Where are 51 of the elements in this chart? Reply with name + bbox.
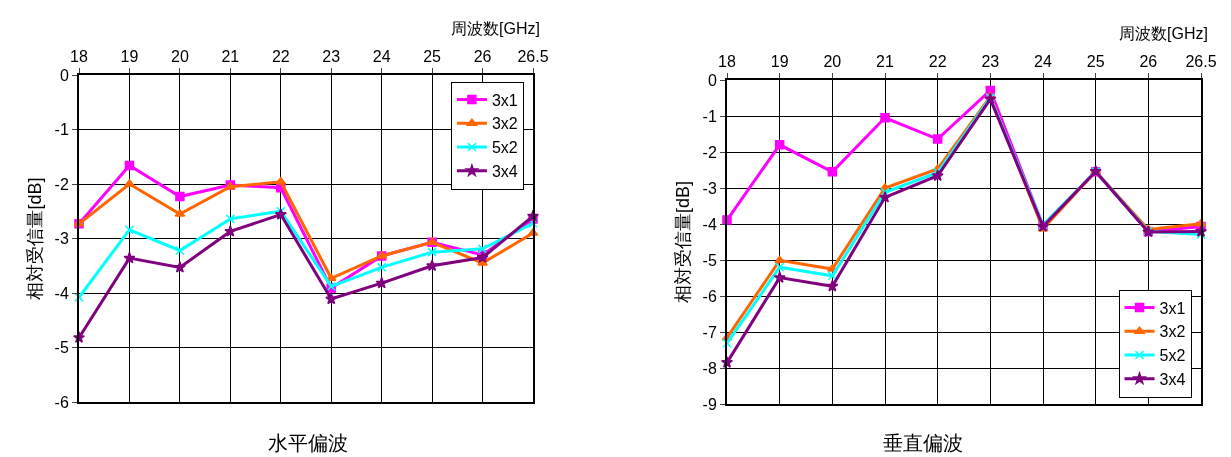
text: 水平偏波 <box>267 432 348 455</box>
y-tick-label: -9 <box>702 395 717 413</box>
text: 垂直偏波 <box>882 432 963 455</box>
legend-label: 5x2 <box>491 139 518 157</box>
y-tick-label: -6 <box>54 393 69 411</box>
y-tick-label: -3 <box>54 230 69 248</box>
y-tick-label: -2 <box>54 175 69 193</box>
x-tick-label: 20 <box>170 47 189 65</box>
x-tick-label: 23 <box>322 47 341 65</box>
x-tick-label: 26.5 <box>1185 52 1217 70</box>
x-tick-label: 18 <box>70 47 88 65</box>
y-tick-label: -1 <box>54 121 69 139</box>
x-tick-label: 19 <box>120 47 139 65</box>
y-tick-label: -2 <box>702 143 717 161</box>
legend-label: 3x1 <box>1159 299 1186 317</box>
y-tick-label: -4 <box>54 284 69 302</box>
y-axis-title: 相対受信量[dB] <box>673 180 694 304</box>
x-axis-title: 周波数[GHz] <box>1119 25 1208 42</box>
x-tick-label: 26.5 <box>517 47 549 65</box>
y-tick-label: -1 <box>702 107 717 125</box>
y-tick-label: -3 <box>702 179 717 197</box>
legend-label: 3x4 <box>491 163 518 181</box>
x-tick-label: 24 <box>1034 52 1052 70</box>
y-axis-title: 相対受信量[dB] <box>25 177 46 300</box>
y-tick-label: -5 <box>702 251 717 269</box>
y-tick-label: -4 <box>702 215 717 233</box>
x-tick-label: 20 <box>823 52 842 70</box>
x-axis-title: 周波数[GHz] <box>451 20 540 37</box>
x-tick-label: 21 <box>876 52 894 70</box>
legend-label: 3x1 <box>491 91 518 109</box>
x-tick-label: 22 <box>928 52 947 70</box>
x-tick-label: 26 <box>1139 52 1158 70</box>
legend-label: 3x4 <box>1159 371 1186 389</box>
x-tick-label: 24 <box>372 47 391 65</box>
x-tick-label: 19 <box>770 52 789 70</box>
x-tick-label: 22 <box>271 47 290 65</box>
y-tick-label: -6 <box>702 287 717 305</box>
legend-label: 3x2 <box>491 115 518 133</box>
x-tick-label: 18 <box>718 52 736 70</box>
y-tick-label: 0 <box>59 66 69 84</box>
x-tick-label: 25 <box>423 47 442 65</box>
y-tick-label: -8 <box>702 359 717 377</box>
x-tick-label: 21 <box>221 47 240 65</box>
y-tick-label: -5 <box>54 339 69 357</box>
y-tick-label: -7 <box>702 323 717 341</box>
legend-label: 3x2 <box>1159 323 1186 341</box>
legend-label: 5x2 <box>1159 347 1186 365</box>
x-tick-label: 23 <box>981 52 1000 70</box>
x-tick-label: 25 <box>1086 52 1105 70</box>
x-tick-label: 26 <box>473 47 492 65</box>
y-tick-label: 0 <box>707 71 717 89</box>
